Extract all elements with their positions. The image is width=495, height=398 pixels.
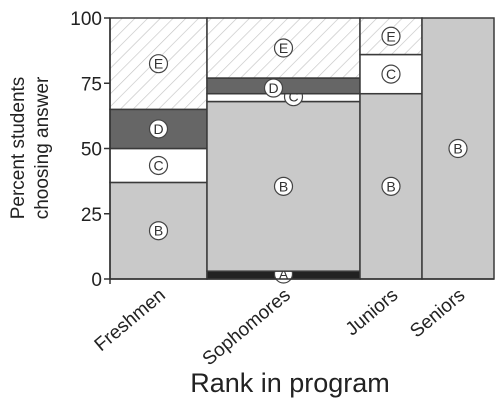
segment-label-sophomores-a: A <box>279 266 289 282</box>
segment-label-marker-sophomores-b <box>273 176 294 196</box>
y-tick-label: 25 <box>81 205 102 226</box>
segment-label-sophomores-d: D <box>268 80 278 96</box>
segment-label-seniors-b: B <box>453 141 462 157</box>
segment-label-marker-seniors-b <box>448 138 468 159</box>
x-tick-label-seniors: Seniors <box>406 285 469 342</box>
y-tick-label: 0 <box>91 270 102 291</box>
segment-label-sophomores-e: E <box>279 40 288 56</box>
segment-label-marker-sophomores-d <box>263 78 284 98</box>
segment-label-marker-sophomores-e <box>273 38 294 58</box>
segment-label-freshmen-d: D <box>153 121 163 137</box>
segment-label-sophomores-c: C <box>288 89 298 105</box>
bar-segment-sophomores-d <box>206 77 361 95</box>
segment-label-marker-juniors-c <box>381 64 401 84</box>
x-tick-label-sophomores: Sophomores <box>199 285 295 370</box>
segment-label-freshmen-b: B <box>154 223 163 239</box>
y-axis-title-line2: choosing answer <box>32 76 53 219</box>
segment-label-marker-freshmen-c <box>148 155 169 176</box>
segment-label-juniors-c: C <box>386 66 396 82</box>
y-tick-label: 50 <box>81 140 102 161</box>
segment-label-marker-juniors-e <box>381 26 401 46</box>
segment-label-freshmen-c: C <box>153 157 163 173</box>
y-axis-title: Percent students choosing answer <box>8 76 53 219</box>
segment-label-sophomores-b: B <box>279 178 288 194</box>
segment-label-marker-juniors-b <box>381 176 401 196</box>
segment-label-juniors-e: E <box>386 28 395 44</box>
segment-label-juniors-b: B <box>386 178 395 194</box>
segment-label-marker-freshmen-d <box>148 119 169 139</box>
segment-label-freshmen-e: E <box>154 56 163 72</box>
x-tick-label-juniors: Juniors <box>342 285 402 340</box>
y-axis-title-line1: Percent students <box>8 77 29 220</box>
y-tick-label: 75 <box>81 74 102 95</box>
x-tick-label-freshmen: Freshmen <box>91 285 170 356</box>
segment-label-marker-freshmen-b <box>148 221 169 241</box>
y-tick-label: 100 <box>70 9 102 30</box>
segment-label-marker-freshmen-e <box>148 54 169 74</box>
x-axis-title: Rank in program <box>190 368 390 398</box>
bar-segment-sophomores-c <box>206 92 361 103</box>
